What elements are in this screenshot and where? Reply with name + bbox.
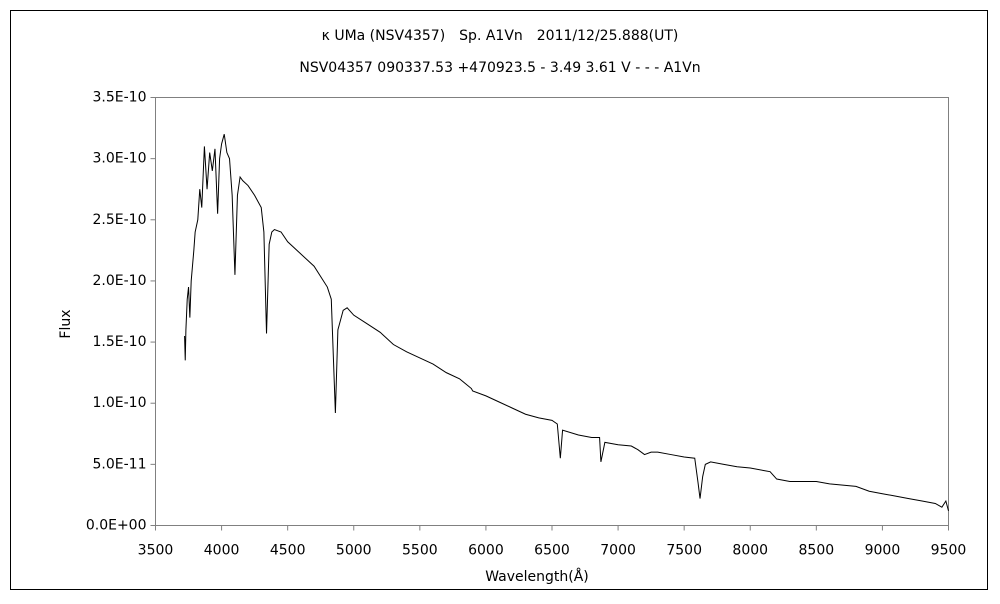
- x-tick-label: 7000: [600, 543, 636, 559]
- y-axis-label: Flux: [58, 309, 74, 338]
- x-tick-label: 5000: [336, 543, 372, 559]
- x-tick-label: 6000: [468, 543, 504, 559]
- spectrum-line: [184, 134, 949, 511]
- chart-frame: [10, 10, 988, 590]
- plot-frame: [155, 97, 949, 526]
- x-tick-label: 4500: [270, 543, 306, 559]
- chart-title: κ UMa (NSV4357) Sp. A1Vn 2011/12/25.888(…: [322, 28, 679, 44]
- y-tick-label: 3.0E-10: [93, 151, 147, 167]
- y-tick-label: 1.0E-10: [93, 395, 147, 411]
- y-tick-label: 0.0E+00: [86, 518, 147, 534]
- y-tick-label: 2.5E-10: [93, 212, 147, 228]
- x-tick-label: 3500: [138, 543, 174, 559]
- x-tick-label: 9000: [865, 543, 901, 559]
- x-tick-label: 8500: [799, 543, 835, 559]
- y-tick-label: 2.0E-10: [93, 273, 147, 289]
- x-tick-label: 6500: [534, 543, 570, 559]
- x-tick-label: 9500: [931, 543, 967, 559]
- chart-subtitle: NSV04357 090337.53 +470923.5 - 3.49 3.61…: [299, 60, 700, 76]
- x-tick-label: 5500: [402, 543, 438, 559]
- x-axis-label: Wavelength(Å): [485, 568, 589, 585]
- y-tick-label: 1.5E-10: [93, 334, 147, 350]
- x-tick-label: 4000: [204, 543, 240, 559]
- x-tick-label: 8000: [732, 543, 768, 559]
- y-tick-label: 5.0E-11: [93, 456, 147, 472]
- y-tick-label: 3.5E-10: [93, 90, 147, 106]
- x-tick-label: 7500: [666, 543, 702, 559]
